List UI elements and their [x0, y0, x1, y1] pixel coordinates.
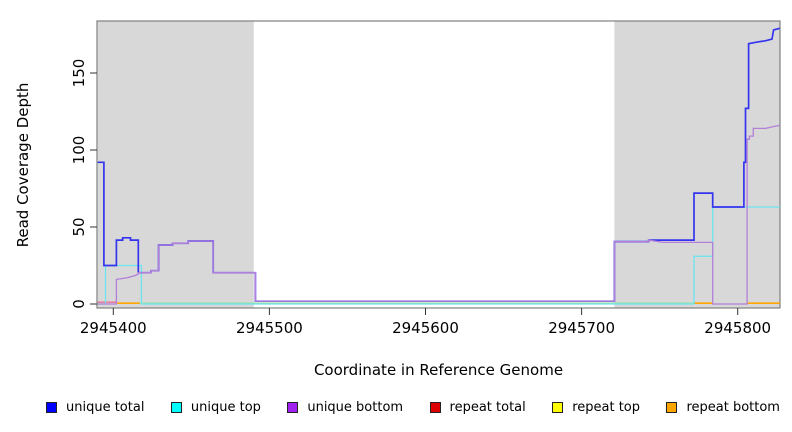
- series-line-unique-top: [97, 206, 780, 305]
- legend-swatch-repeat-top: [552, 402, 564, 413]
- legend-label: repeat top: [572, 400, 640, 415]
- legend-item-unique-top: unique top: [170, 400, 261, 415]
- y-axis-title: Read Coverage Depth: [14, 82, 32, 248]
- legend-item-repeat-top: repeat top: [552, 400, 640, 415]
- x-tick-label: 2945800: [704, 319, 771, 337]
- x-tick-label: 2945500: [236, 319, 303, 337]
- x-tick-label: 2945400: [80, 319, 147, 337]
- x-axis-title: Coordinate in Reference Genome: [313, 361, 564, 379]
- y-tick-label: 50: [70, 217, 88, 236]
- x-tick-label: 2945600: [392, 319, 459, 337]
- legend-label: repeat total: [449, 400, 526, 415]
- right-gray-band: [614, 21, 780, 308]
- legend-label: unique bottom: [307, 400, 404, 415]
- legend-label: repeat bottom: [686, 400, 780, 415]
- legend-item-repeat-total: repeat total: [429, 400, 526, 415]
- legend-swatch-repeat-total: [429, 402, 441, 413]
- legend-swatch-unique-bottom: [287, 402, 299, 413]
- y-tick-label: 150: [70, 59, 88, 88]
- legend-label: unique top: [190, 400, 261, 415]
- x-tick-label: 2945700: [548, 319, 615, 337]
- legend-item-unique-total: unique total: [46, 400, 144, 415]
- y-tick-label: 100: [70, 136, 88, 165]
- legend-swatch-unique-top: [170, 402, 182, 413]
- legend-item-repeat-bottom: repeat bottom: [666, 400, 780, 415]
- legend-swatch-repeat-bottom: [666, 402, 678, 413]
- left-gray-band: [97, 21, 254, 308]
- legend-swatch-unique-total: [46, 402, 57, 413]
- legend-item-unique-bottom: unique bottom: [287, 400, 403, 415]
- plot-box: [96, 20, 781, 309]
- legend: unique total unique top unique bottom repea…: [46, 400, 780, 415]
- y-tick-label: 0: [70, 299, 88, 309]
- legend-label: unique total: [66, 400, 145, 415]
- series-line-unique-bottom: [97, 124, 780, 305]
